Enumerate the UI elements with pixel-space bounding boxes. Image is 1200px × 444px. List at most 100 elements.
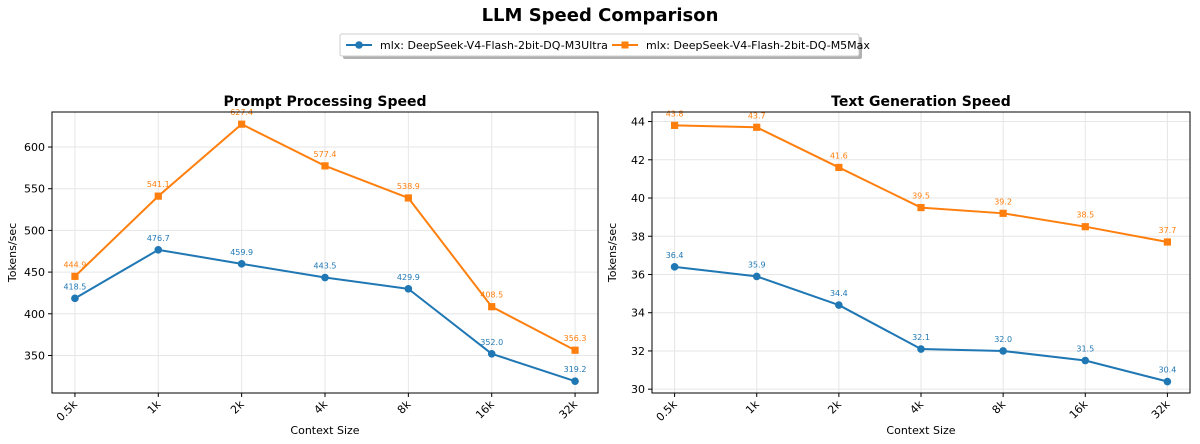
- data-label: 541.1: [147, 180, 170, 189]
- data-label: 34.4: [830, 289, 848, 298]
- data-label: 43.8: [666, 109, 684, 118]
- data-label: 476.7: [147, 234, 170, 243]
- legend-label: mlx: DeepSeek-V4-Flash-2bit-DQ-M3Ultra: [380, 39, 608, 52]
- x-tick-label: 16k: [473, 397, 497, 421]
- data-point: [670, 263, 679, 271]
- data-point: [670, 121, 679, 129]
- legend: mlx: DeepSeek-V4-Flash-2bit-DQ-M3Ultra ml…: [339, 33, 870, 59]
- data-label: 43.7: [748, 111, 766, 120]
- x-tick-label: 32k: [557, 397, 581, 421]
- y-tick-label: 44: [631, 116, 645, 129]
- series-m3ultra: 418.5 476.7 459.9 443.5 429.9 352.0 319.2: [63, 234, 587, 385]
- data-label: 39.5: [912, 192, 930, 201]
- y-tick-label: 550: [24, 183, 45, 196]
- data-label: 459.9: [230, 248, 253, 257]
- prompt-processing-chart: 418.5 476.7 459.9 443.5 429.9 352.0 319.2 444.9…: [6, 94, 599, 437]
- data-label: 38.5: [1076, 211, 1094, 220]
- y-tick-label: 30: [631, 383, 645, 396]
- y-tick-label: 32: [631, 345, 645, 358]
- data-label: 443.5: [314, 262, 337, 271]
- legend-marker: [621, 41, 629, 49]
- x-tick-label: 8k: [395, 397, 414, 416]
- y-tick-label: 400: [24, 308, 45, 321]
- x-axis-label: Context Size: [886, 424, 955, 437]
- y-tick-label: 34: [631, 307, 645, 320]
- data-point: [238, 120, 246, 128]
- data-point: [321, 273, 329, 282]
- legend-entry: mlx: DeepSeek-V4-Flash-2bit-DQ-M5Max: [612, 39, 870, 52]
- x-axis: 0.5k 1k 2k 4k 8k 16k 32k: [54, 393, 581, 424]
- y-tick-label: 600: [24, 141, 45, 154]
- data-point: [753, 123, 761, 131]
- data-label: 627.4: [230, 108, 253, 117]
- x-tick-label: 8k: [990, 397, 1009, 416]
- chart-title: Text Generation Speed: [831, 94, 1011, 110]
- data-point: [321, 162, 329, 170]
- data-label: 36.4: [666, 251, 684, 260]
- data-label: 319.2: [564, 365, 587, 374]
- data-point: [571, 346, 579, 354]
- data-point: [404, 194, 412, 202]
- data-point: [999, 209, 1007, 217]
- data-point: [835, 301, 843, 309]
- data-label: 30.4: [1158, 366, 1176, 375]
- data-label: 356.3: [564, 334, 587, 343]
- data-point: [1163, 238, 1172, 246]
- data-label: 32.1: [912, 333, 930, 342]
- x-axis-label: Context Size: [290, 424, 359, 437]
- data-point: [571, 377, 579, 385]
- data-label: 35.9: [748, 260, 766, 269]
- figure-title: LLM Speed Comparison: [482, 5, 719, 26]
- y-tick-label: 500: [24, 224, 45, 237]
- x-tick-label: 1k: [145, 397, 164, 416]
- data-point: [71, 272, 79, 280]
- data-label: 408.5: [480, 291, 503, 300]
- series-m5max: 43.8 43.7 41.6 39.5 39.2 38.5 37.7: [666, 109, 1176, 246]
- data-label: 32.0: [994, 335, 1012, 344]
- data-point: [487, 350, 496, 358]
- series-m3ultra: 36.4 35.9 34.4 32.1 32.0 31.5 30.4: [666, 251, 1176, 386]
- legend-frame: [339, 33, 860, 57]
- data-label: 577.4: [314, 150, 337, 159]
- y-axis: 30 32 34 36 38 40 42 44: [631, 116, 652, 396]
- x-axis: 0.5k 1k 2k 4k 8k 16k 32k: [654, 393, 1173, 424]
- legend-marker: [355, 41, 363, 49]
- data-point: [999, 347, 1007, 355]
- data-label: 418.5: [63, 282, 86, 291]
- y-axis-label: Tokens/sec: [6, 223, 19, 283]
- data-point: [1081, 356, 1090, 365]
- text-generation-chart: 36.4 35.9 34.4 32.1 32.0 31.5 30.4 43.8 43.7 41.6…: [606, 94, 1191, 437]
- series-m5max: 444.9 541.1 627.4 577.4 538.9 408.5 356.3: [63, 108, 587, 354]
- data-point: [237, 260, 246, 268]
- data-label: 352.0: [480, 338, 503, 347]
- data-point: [488, 303, 496, 311]
- data-label: 39.2: [994, 197, 1012, 206]
- data-label: 429.9: [397, 273, 420, 282]
- data-point: [154, 246, 163, 254]
- data-label: 31.5: [1076, 345, 1094, 354]
- legend-label: mlx: DeepSeek-V4-Flash-2bit-DQ-M5Max: [646, 39, 870, 52]
- data-point: [404, 285, 413, 293]
- data-point: [154, 192, 162, 200]
- y-axis: 350 400 450 500 550 600: [24, 141, 52, 362]
- data-label: 538.9: [397, 182, 420, 191]
- data-point: [917, 203, 925, 212]
- data-label: 37.7: [1158, 226, 1176, 235]
- x-tick-label: 32k: [1149, 397, 1173, 421]
- data-point: [752, 272, 761, 281]
- data-point: [835, 163, 843, 172]
- gridlines: [52, 112, 598, 393]
- data-point: [917, 345, 925, 353]
- data-point: [1081, 223, 1089, 231]
- x-tick-label: 1k: [743, 397, 762, 416]
- legend-entry: mlx: DeepSeek-V4-Flash-2bit-DQ-M3Ultra: [346, 39, 608, 52]
- data-point: [1163, 377, 1172, 386]
- y-tick-label: 450: [24, 266, 45, 279]
- y-axis-label: Tokens/sec: [606, 223, 619, 283]
- y-tick-label: 36: [631, 268, 645, 281]
- x-tick-label: 0.5k: [54, 397, 81, 424]
- x-tick-label: 4k: [311, 397, 330, 416]
- data-label: 444.9: [63, 260, 86, 269]
- y-tick-label: 42: [631, 154, 645, 167]
